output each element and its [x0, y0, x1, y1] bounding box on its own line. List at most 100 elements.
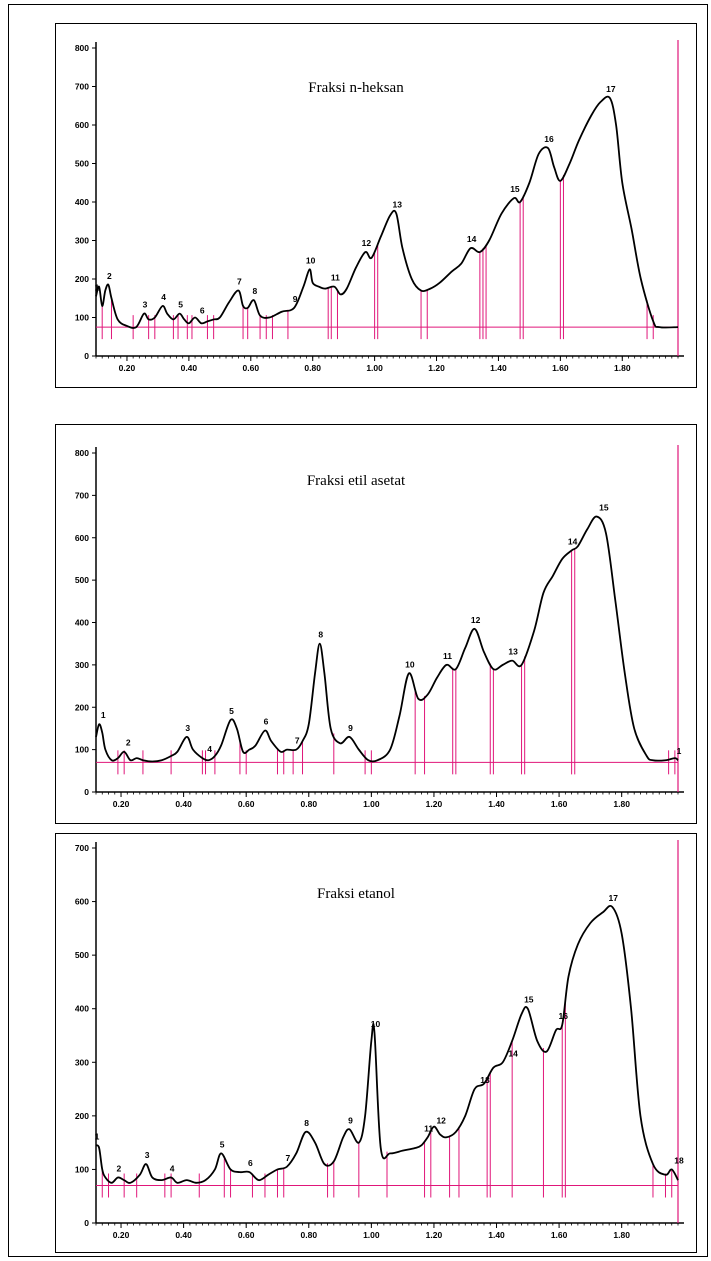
peak-label: 6	[248, 1158, 253, 1168]
chromatogram-etil-asetat: 0 100 200 300 400 500 600 700 800 0.20 0.40 0.60 0.8…	[75, 445, 684, 809]
peak-label: 16	[544, 134, 554, 144]
peak-label: 4	[161, 292, 166, 302]
peak-label: 15	[510, 184, 520, 194]
x-tick-label: 0.40	[175, 799, 192, 809]
x-tick-label: 1.20	[428, 363, 445, 373]
peak-label: 14	[568, 536, 578, 546]
x-tick-label: 0.60	[243, 363, 260, 373]
y-tick-label: 800	[75, 448, 89, 458]
y-tick-label: 700	[75, 82, 89, 92]
y-tick-label: 600	[75, 120, 89, 130]
chromatogram-trace	[95, 515, 679, 763]
x-tick-label: 1.20	[426, 799, 443, 809]
y-tick-label: 800	[75, 43, 89, 53]
peak-label: 1	[95, 282, 100, 292]
chromatogram-panel-etil-asetat: 0 100 200 300 400 500 600 700 800 0.20 0.40 0.60 0.8…	[55, 424, 697, 824]
x-tick-label: 1.00	[363, 799, 380, 809]
x-tick-label: 0.20	[113, 1230, 130, 1240]
peak-label: 18	[674, 1155, 684, 1165]
peak-label: 15	[524, 995, 534, 1005]
y-tick-label: 0	[84, 351, 89, 361]
x-tick-label: 1.40	[490, 363, 507, 373]
peak-label: 11	[424, 1123, 433, 1133]
y-tick-label: 100	[75, 1164, 89, 1174]
x-tick-label: 0.20	[119, 363, 136, 373]
peak-label: 6	[264, 717, 269, 727]
peak-label: 13	[508, 647, 518, 657]
peak-label: 11	[443, 651, 452, 661]
y-tick-label: 600	[75, 533, 89, 543]
x-tick-label: 1.80	[613, 799, 630, 809]
peak-label: 16	[558, 1011, 568, 1021]
y-tick-label: 300	[75, 660, 89, 670]
y-tick-label: 300	[75, 236, 89, 246]
peak-label: 2	[107, 271, 112, 281]
peak-label: 10	[405, 659, 415, 669]
chromatogram-n-heksan: 0 100 200 300 400 500 600 700 800 0.20 0.40 0.60 0.8…	[75, 40, 684, 373]
peak-label: 1	[95, 1131, 100, 1141]
peak-label: 6	[200, 305, 205, 315]
peak-label: 14	[508, 1048, 518, 1058]
y-tick-label: 500	[75, 950, 89, 960]
peak-label: 14	[467, 234, 477, 244]
peak-label: 7	[295, 736, 300, 746]
peak-label: 2	[126, 738, 131, 748]
y-tick-label: 400	[75, 1004, 89, 1014]
x-tick-label: 0.80	[301, 799, 318, 809]
y-tick-label: 300	[75, 1057, 89, 1067]
peak-label: 11	[331, 273, 340, 283]
peak-label: 2	[117, 1163, 122, 1173]
y-tick-label: 0	[84, 1218, 89, 1228]
peak-label: 8	[253, 286, 258, 296]
peak-label: 3	[185, 723, 190, 733]
y-tick-label: 200	[75, 1111, 89, 1121]
chromatogram-panel-etanol: 0 100 200 300 400 500 600 700 0.20 0.40 0.60 0.80 1.…	[55, 833, 697, 1253]
peak-label: 7	[237, 277, 242, 287]
x-tick-label: 1.60	[552, 363, 569, 373]
peak-label: 15	[599, 503, 609, 513]
x-tick-label: 0.40	[175, 1230, 192, 1240]
peak-label: 13	[393, 200, 403, 210]
peak-label: 4	[170, 1163, 175, 1173]
x-tick-label: 0.40	[181, 363, 198, 373]
y-tick-label: 700	[75, 843, 89, 853]
figure-frame: 0 100 200 300 400 500 600 700 800 0.20 0.40 0.60 0.8…	[8, 4, 708, 1257]
y-tick-label: 700	[75, 490, 89, 500]
chart-title: Fraksi etil asetat	[307, 473, 406, 489]
peak-label: 10	[306, 255, 316, 265]
x-tick-label: 1.00	[366, 363, 383, 373]
x-tick-label: 1.40	[488, 1230, 505, 1240]
x-tick-label: 1.00	[363, 1230, 380, 1240]
x-tick-label: 1.40	[488, 799, 505, 809]
chromatogram-trace	[95, 95, 679, 329]
peak-label: 5	[229, 706, 234, 716]
x-tick-label: 1.60	[551, 799, 568, 809]
x-tick-label: 0.80	[301, 1230, 318, 1240]
peak-label: 1	[101, 710, 106, 720]
chromatogram-panel-n-heksan: 0 100 200 300 400 500 600 700 800 0.20 0.40 0.60 0.8…	[55, 23, 697, 388]
x-tick-label: 1.20	[426, 1230, 443, 1240]
peak-label: 12	[436, 1115, 446, 1125]
y-tick-label: 500	[75, 575, 89, 585]
y-tick-label: 200	[75, 274, 89, 284]
peak-label: 3	[143, 300, 148, 310]
y-tick-label: 100	[75, 313, 89, 323]
x-tick-label: 0.60	[238, 799, 255, 809]
chromatogram-etanol: 0 100 200 300 400 500 600 700 0.20 0.40 0.60 0.80 1.…	[75, 840, 684, 1240]
peak-label: 8	[304, 1118, 309, 1128]
peak-label: 9	[348, 723, 353, 733]
peak-label: 17	[606, 84, 616, 94]
peak-label: 7	[286, 1153, 291, 1163]
peak-label: 5	[178, 300, 183, 310]
peak-label: 12	[471, 615, 481, 625]
x-tick-label: 1.80	[614, 363, 631, 373]
x-tick-label: 1.80	[613, 1230, 630, 1240]
chromatogram-trace	[95, 904, 679, 1184]
peak-label: 5	[220, 1139, 225, 1149]
peak-label: 9	[293, 294, 298, 304]
peak-label: 3	[145, 1150, 150, 1160]
peak-label: 8	[318, 630, 323, 640]
y-tick-label: 100	[75, 745, 89, 755]
peak-label: 4	[207, 744, 212, 754]
y-tick-label: 500	[75, 159, 89, 169]
